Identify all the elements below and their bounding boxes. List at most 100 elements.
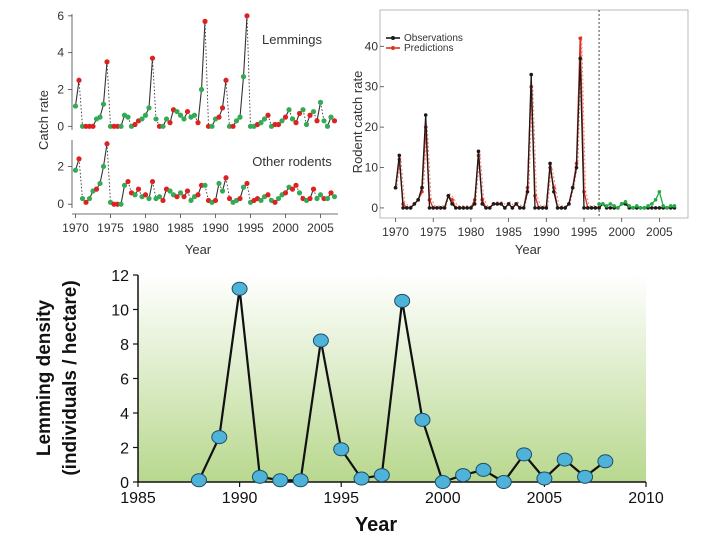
data-point bbox=[314, 195, 320, 202]
data-point bbox=[142, 112, 149, 118]
data-point bbox=[597, 206, 601, 210]
data-point bbox=[393, 185, 398, 190]
x-tick-label-b: 2000 bbox=[608, 225, 635, 239]
data-point bbox=[167, 120, 173, 126]
data-point bbox=[212, 197, 219, 204]
data-point bbox=[480, 202, 485, 206]
y-tick-label-b: 40 bbox=[365, 39, 379, 53]
lemming-density-marks: 0 2 4 6 8 10 12 1985 1990 1995 2000 2005 2010 bbox=[111, 268, 664, 507]
series-segment bbox=[106, 143, 111, 203]
data-point bbox=[397, 153, 402, 158]
data-point bbox=[324, 123, 331, 129]
x-tick-label-b: 1970 bbox=[382, 225, 409, 239]
data-point bbox=[93, 186, 100, 192]
series-segment bbox=[148, 58, 154, 108]
data-point bbox=[476, 149, 481, 154]
density-point bbox=[353, 471, 370, 486]
rodent-catch-marks: 0 10 20 30 40 1970 1975 1980 1985 1990 1995 2000 200… bbox=[365, 10, 677, 239]
x-tick-label-a: 1975 bbox=[97, 221, 124, 235]
data-point bbox=[76, 77, 82, 83]
x-axis-label-year-c: Year bbox=[355, 514, 397, 536]
y-tick-label-c: 8 bbox=[120, 337, 129, 354]
data-point bbox=[237, 195, 243, 202]
y-axis-label-density-line1: Lemming density bbox=[34, 299, 55, 456]
series-segment bbox=[316, 102, 322, 121]
series-segment bbox=[320, 102, 325, 121]
density-point bbox=[373, 468, 390, 483]
density-point bbox=[292, 473, 309, 488]
y-axis-label-catch-rate: Catch rate bbox=[36, 90, 51, 150]
y-tick-label-a: 2 bbox=[57, 159, 64, 173]
density-point bbox=[495, 475, 512, 489]
data-point bbox=[503, 206, 507, 210]
data-point bbox=[412, 202, 417, 206]
density-point bbox=[272, 473, 289, 488]
data-point bbox=[646, 204, 650, 208]
data-point bbox=[408, 206, 413, 210]
data-point bbox=[184, 108, 191, 115]
x-tick-label-a: 2005 bbox=[307, 221, 334, 235]
density-point bbox=[516, 447, 533, 462]
data-point bbox=[616, 206, 620, 210]
density-point bbox=[333, 442, 350, 457]
data-point bbox=[121, 182, 128, 188]
series-segment bbox=[200, 21, 206, 90]
series-segment bbox=[239, 76, 245, 118]
density-point bbox=[597, 454, 614, 469]
series-segment bbox=[246, 15, 251, 127]
data-point bbox=[118, 123, 124, 129]
data-point bbox=[198, 86, 205, 93]
data-point bbox=[314, 118, 320, 124]
data-point bbox=[240, 184, 247, 190]
data-point bbox=[650, 206, 654, 210]
data-point bbox=[174, 194, 180, 200]
series-segment bbox=[99, 166, 105, 184]
chart-lemming-density: 0 2 4 6 8 10 12 1985 1990 1995 2000 2005 2010 Lemmin… bbox=[34, 268, 664, 536]
data-point bbox=[72, 103, 79, 109]
data-point bbox=[310, 108, 317, 115]
y-tick-label-b: 0 bbox=[371, 201, 378, 215]
data-point bbox=[293, 182, 299, 188]
y-tick-label-c: 4 bbox=[120, 406, 129, 423]
series-segment bbox=[204, 21, 209, 127]
data-point bbox=[563, 206, 567, 210]
data-point bbox=[317, 99, 324, 105]
data-point bbox=[446, 194, 451, 198]
data-point bbox=[650, 202, 654, 206]
data-point bbox=[423, 113, 428, 117]
data-point bbox=[668, 204, 673, 208]
data-point bbox=[174, 108, 180, 115]
data-point bbox=[216, 114, 222, 120]
data-point bbox=[230, 123, 236, 129]
chart-rodent-catch-rate: 0 10 20 30 40 1970 1975 1980 1985 1990 1995 2000 200… bbox=[350, 9, 689, 257]
data-point bbox=[619, 202, 624, 206]
data-point bbox=[574, 165, 579, 170]
data-point bbox=[653, 206, 658, 210]
data-point bbox=[657, 206, 662, 210]
data-point bbox=[472, 202, 477, 206]
data-point bbox=[438, 206, 443, 210]
x-tick-label-c: 1995 bbox=[323, 490, 359, 507]
series-segment bbox=[78, 80, 83, 127]
data-point bbox=[97, 180, 103, 187]
data-point bbox=[533, 206, 537, 210]
data-point bbox=[149, 178, 156, 185]
series-segment bbox=[242, 15, 248, 77]
data-point bbox=[156, 194, 163, 200]
data-point bbox=[638, 206, 643, 210]
data-point bbox=[310, 186, 317, 192]
data-point bbox=[672, 204, 677, 208]
plot-background-c bbox=[138, 275, 646, 482]
series-segment bbox=[204, 185, 209, 201]
data-point bbox=[146, 105, 152, 111]
data-point bbox=[552, 189, 556, 194]
y-tick-label-b: 10 bbox=[365, 161, 379, 175]
density-point bbox=[475, 462, 492, 477]
data-point bbox=[331, 194, 338, 200]
x-tick-label-a: 1990 bbox=[202, 221, 229, 235]
density-point bbox=[414, 412, 431, 427]
data-point bbox=[160, 197, 166, 204]
x-tick-label-a: 1995 bbox=[237, 221, 264, 235]
data-point bbox=[296, 110, 303, 117]
data-point bbox=[559, 206, 564, 210]
